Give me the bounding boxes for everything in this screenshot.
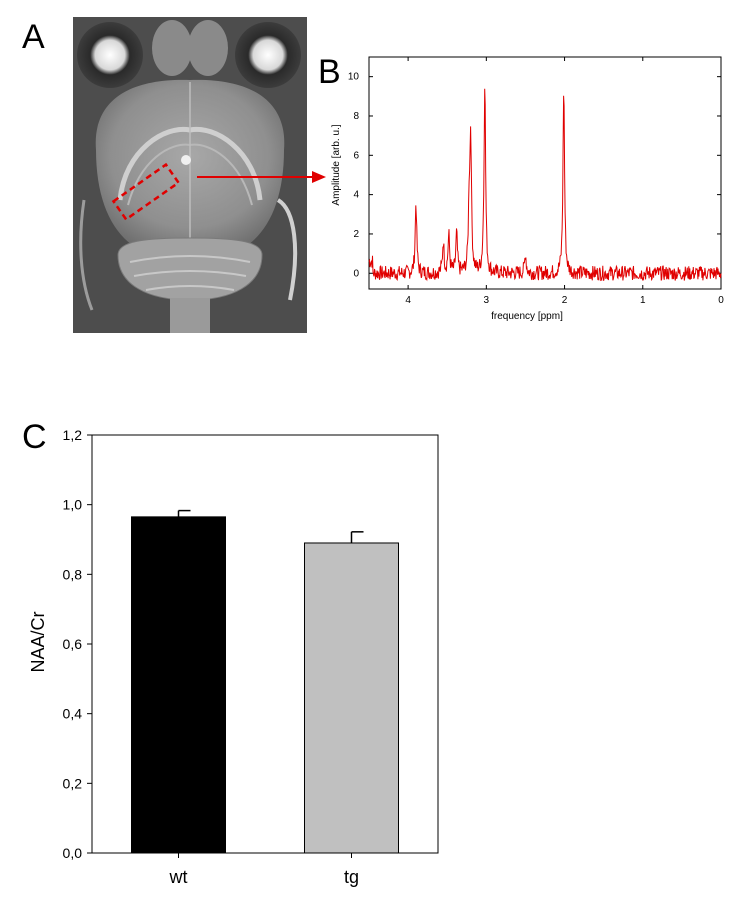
spectrum-x-tick-label: 0 <box>718 295 724 306</box>
panel-label-b: B <box>318 53 341 91</box>
spectrum-y-tick-label: 8 <box>353 111 359 122</box>
bar-y-tick-label: 0,6 <box>63 636 83 652</box>
spectrum-plot-frame <box>368 56 722 290</box>
left-eye-region <box>77 22 143 88</box>
mri-scan <box>73 17 307 333</box>
spectrum-x-tick-label: 2 <box>562 295 568 306</box>
spectrum-y-tick-label: 0 <box>353 268 359 279</box>
bar-chart-axes: 0,0 0,2 0,4 0,6 0,8 1,0 1,2 <box>63 427 439 861</box>
right-eye-region <box>235 22 301 88</box>
spectrum-x-tick-label: 4 <box>405 295 411 306</box>
bar-y-tick-label: 1,0 <box>63 497 83 513</box>
spectrum-y-tick-label: 4 <box>353 190 359 201</box>
bar-wt <box>131 516 226 854</box>
bar-y-tick-label: 1,2 <box>63 427 83 443</box>
panel-label-a: A <box>22 18 45 56</box>
spectrum-x-axis-label: frequency [ppm] <box>491 311 563 322</box>
spectrum-y-tick-label: 2 <box>353 229 359 240</box>
spectrum-y-tick-label: 6 <box>353 150 359 161</box>
panel-label-c: C <box>22 418 47 456</box>
bar-chart-bars: wt tg <box>131 509 399 887</box>
spectrum-series-line <box>368 88 722 282</box>
voxel-roi-box <box>111 162 181 222</box>
spectrum-x-tick-label: 1 <box>640 295 646 306</box>
bar-category-label-wt: wt <box>169 867 188 887</box>
bar-y-tick-label: 0,8 <box>63 566 83 582</box>
bar-y-tick-label: 0,4 <box>63 706 83 722</box>
bar-y-tick-label: 0,0 <box>63 845 83 861</box>
spectrum-x-tick-label: 3 <box>484 295 490 306</box>
bar-y-axis-label: NAA/Cr <box>28 611 48 672</box>
bar-tg <box>304 542 399 854</box>
spectrum-y-tick-label: 10 <box>348 72 360 83</box>
arrow-head-icon <box>312 171 326 183</box>
spectrum-y-axis-label: Amplitude [arb. u.] <box>331 124 342 205</box>
bar-category-label-tg: tg <box>344 867 359 887</box>
bar-y-tick-label: 0,2 <box>63 775 83 791</box>
